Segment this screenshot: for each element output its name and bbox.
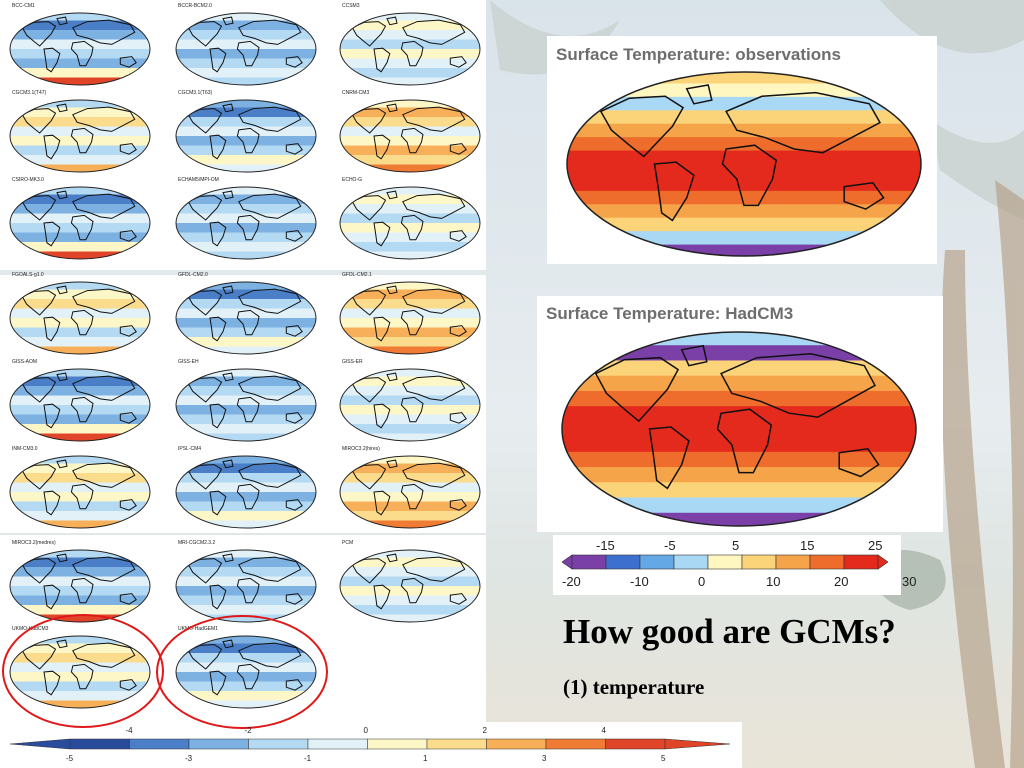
model-anomaly-map [9, 549, 151, 623]
temperature-tick-label: -5 [664, 538, 676, 553]
model-label: MIROC3.2(medres) [12, 540, 56, 546]
anomaly-tick-label: 0 [363, 726, 368, 735]
observations-temperature-map [566, 71, 922, 257]
model-label: CGCM3.1(T47) [12, 90, 47, 96]
hadcm3-temperature-map [561, 331, 917, 527]
temperature-tick-label: 30 [902, 574, 917, 589]
model-label: GISS-ER [342, 359, 363, 365]
temperature-tick-label: 5 [732, 538, 740, 553]
highlight-circle-hadgem1 [156, 615, 328, 729]
observations-title: Surface Temperature: observations [556, 45, 841, 64]
model-anomaly-map [339, 281, 481, 355]
anomaly-tick-label: 1 [423, 754, 428, 763]
model-label: GFDL-CM2.0 [178, 272, 208, 278]
model-anomaly-map [339, 12, 481, 86]
anomaly-tick-label: 4 [601, 726, 606, 735]
model-label: GISS-EH [178, 359, 199, 365]
model-label: ECHAM5/MPI-OM [178, 177, 219, 183]
anomaly-tick-label: -3 [185, 754, 193, 763]
model-anomaly-map [9, 455, 151, 529]
model-anomaly-map [9, 281, 151, 355]
model-label: CCSM3 [342, 3, 360, 9]
model-anomaly-map [175, 455, 317, 529]
model-anomaly-map [9, 186, 151, 260]
temperature-tick-label: -20 [562, 574, 581, 589]
model-anomaly-map [175, 99, 317, 173]
model-anomaly-map [175, 12, 317, 86]
temperature-colorbar [562, 554, 888, 570]
anomaly-tick-label: 3 [542, 754, 547, 763]
model-anomaly-map [9, 12, 151, 86]
hadcm3-title: Surface Temperature: HadCM3 [546, 304, 794, 323]
anomaly-tick-label: 5 [661, 754, 666, 763]
temperature-tick-label: 10 [766, 574, 781, 589]
temperature-tick-label: 20 [834, 574, 849, 589]
model-label: GISS-AOM [12, 359, 38, 365]
model-anomaly-map [175, 368, 317, 442]
model-label: BCCR-BCM2.0 [178, 3, 212, 9]
model-anomaly-map [339, 368, 481, 442]
model-label: MIROC3.2(hires) [342, 446, 380, 452]
temperature-tick-label: 15 [800, 538, 815, 553]
model-anomaly-map [9, 368, 151, 442]
model-label: IPSL-CM4 [178, 446, 202, 452]
model-label: CGCM3.1(T63) [178, 90, 213, 96]
model-label: CSIRO-MK3.0 [12, 177, 44, 183]
temperature-tick-label: -15 [596, 538, 615, 553]
temperature-tick-label: 25 [868, 538, 883, 553]
model-label: BCC-CM1 [12, 3, 35, 9]
highlight-circle-hadcm3 [2, 614, 164, 728]
temperature-tick-label: -10 [630, 574, 649, 589]
anomaly-tick-label: -2 [244, 726, 252, 735]
model-anomaly-map [339, 99, 481, 173]
temperature-tick-label: 0 [698, 574, 706, 589]
model-label: MRI-CGCM2.3.2 [178, 540, 216, 546]
model-anomaly-map [339, 186, 481, 260]
model-anomaly-map [339, 455, 481, 529]
anomaly-colorbar [10, 738, 730, 750]
anomaly-tick-label: -5 [66, 754, 74, 763]
model-anomaly-map [175, 281, 317, 355]
model-anomaly-map [339, 549, 481, 623]
model-anomaly-map [175, 186, 317, 260]
model-anomaly-map [9, 99, 151, 173]
anomaly-tick-label: 2 [482, 726, 487, 735]
model-label: INM-CM3.0 [12, 446, 38, 452]
anomaly-tick-label: -1 [304, 754, 312, 763]
slide-heading: How good are GCMs? [563, 612, 896, 651]
slide-subheading: (1) temperature [563, 675, 705, 699]
model-label: PCM [342, 540, 354, 546]
model-label: ECHO-G [342, 177, 362, 183]
model-label: FGOALS-g1.0 [12, 272, 44, 278]
model-label: GFDL-CM2.1 [342, 272, 372, 278]
model-anomaly-map [175, 549, 317, 623]
anomaly-tick-label: -4 [125, 726, 133, 735]
model-label: CNRM-CM3 [342, 90, 370, 96]
